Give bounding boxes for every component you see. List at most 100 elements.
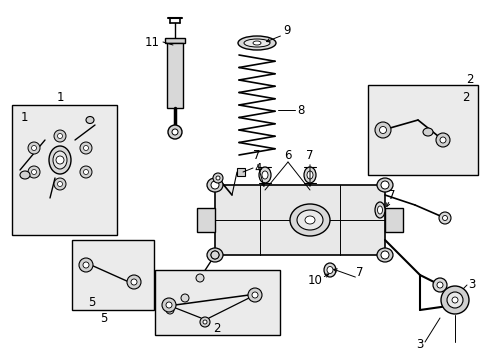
- Circle shape: [447, 303, 455, 311]
- Ellipse shape: [326, 266, 332, 274]
- Bar: [155, 270, 280, 335]
- Circle shape: [374, 122, 390, 138]
- Circle shape: [438, 212, 450, 224]
- Text: 5: 5: [100, 311, 107, 324]
- Circle shape: [380, 181, 388, 189]
- Circle shape: [439, 137, 445, 143]
- Bar: [384, 208, 402, 232]
- Circle shape: [83, 262, 89, 268]
- Circle shape: [251, 292, 258, 298]
- Text: 7: 7: [387, 189, 395, 202]
- Circle shape: [131, 279, 137, 285]
- Circle shape: [162, 298, 176, 312]
- Circle shape: [83, 170, 88, 175]
- Circle shape: [127, 275, 141, 289]
- Circle shape: [31, 145, 37, 150]
- Circle shape: [210, 251, 219, 259]
- Circle shape: [196, 274, 203, 282]
- Ellipse shape: [445, 302, 457, 312]
- Text: 1: 1: [56, 90, 63, 104]
- Circle shape: [442, 216, 447, 220]
- Text: 3: 3: [468, 279, 475, 292]
- Ellipse shape: [20, 171, 30, 179]
- Text: 7: 7: [305, 149, 313, 162]
- Circle shape: [213, 173, 223, 183]
- Circle shape: [79, 258, 93, 272]
- Ellipse shape: [374, 202, 384, 218]
- Bar: [72, 240, 154, 310]
- Ellipse shape: [377, 206, 382, 214]
- Circle shape: [446, 292, 462, 308]
- Ellipse shape: [252, 41, 261, 45]
- Ellipse shape: [49, 146, 71, 174]
- Ellipse shape: [86, 117, 94, 123]
- Text: 7: 7: [253, 149, 260, 162]
- Text: 2: 2: [213, 323, 220, 336]
- Circle shape: [56, 156, 64, 164]
- Ellipse shape: [304, 167, 315, 183]
- Bar: [197, 208, 215, 232]
- Circle shape: [435, 133, 449, 147]
- Circle shape: [168, 125, 182, 139]
- Circle shape: [28, 166, 40, 178]
- Circle shape: [216, 176, 220, 180]
- Circle shape: [58, 181, 62, 186]
- Circle shape: [380, 251, 388, 259]
- Circle shape: [210, 251, 219, 259]
- Text: 2: 2: [461, 90, 469, 104]
- Circle shape: [200, 317, 209, 327]
- Circle shape: [80, 142, 92, 154]
- Ellipse shape: [206, 178, 223, 192]
- Circle shape: [58, 134, 62, 139]
- Text: 11: 11: [144, 36, 159, 49]
- Text: 7: 7: [356, 266, 363, 279]
- Ellipse shape: [289, 204, 329, 236]
- Circle shape: [432, 278, 446, 292]
- Ellipse shape: [306, 171, 312, 179]
- Text: 4: 4: [254, 162, 261, 175]
- Text: 1: 1: [20, 111, 28, 123]
- Ellipse shape: [305, 216, 314, 224]
- Bar: [215, 185, 384, 255]
- Text: 5: 5: [88, 296, 96, 309]
- Circle shape: [451, 297, 457, 303]
- Ellipse shape: [259, 167, 270, 183]
- Circle shape: [165, 306, 174, 314]
- Text: 6: 6: [284, 149, 291, 162]
- Ellipse shape: [422, 128, 432, 136]
- Text: 9: 9: [283, 23, 290, 36]
- Circle shape: [54, 178, 66, 190]
- Circle shape: [440, 286, 468, 314]
- Circle shape: [203, 320, 206, 324]
- Circle shape: [247, 288, 262, 302]
- Bar: [237, 168, 244, 176]
- Ellipse shape: [296, 210, 323, 230]
- Ellipse shape: [53, 151, 67, 169]
- Text: 8: 8: [297, 104, 304, 117]
- Ellipse shape: [324, 263, 335, 277]
- Bar: [367, 85, 477, 175]
- Text: 3: 3: [415, 338, 423, 351]
- Circle shape: [83, 145, 88, 150]
- Circle shape: [436, 282, 442, 288]
- Ellipse shape: [376, 178, 392, 192]
- Text: 10: 10: [307, 274, 322, 287]
- Bar: [12, 105, 117, 235]
- Ellipse shape: [206, 248, 223, 262]
- Ellipse shape: [244, 39, 269, 47]
- Ellipse shape: [376, 248, 392, 262]
- Circle shape: [31, 170, 37, 175]
- Circle shape: [181, 294, 189, 302]
- Bar: [167, 43, 183, 108]
- Ellipse shape: [238, 36, 275, 50]
- Text: 2: 2: [465, 72, 473, 86]
- Circle shape: [210, 181, 219, 189]
- Circle shape: [379, 126, 386, 134]
- Circle shape: [172, 129, 178, 135]
- Bar: [164, 38, 184, 43]
- Circle shape: [54, 130, 66, 142]
- Circle shape: [80, 166, 92, 178]
- Ellipse shape: [262, 171, 267, 179]
- Circle shape: [165, 302, 172, 308]
- Circle shape: [28, 142, 40, 154]
